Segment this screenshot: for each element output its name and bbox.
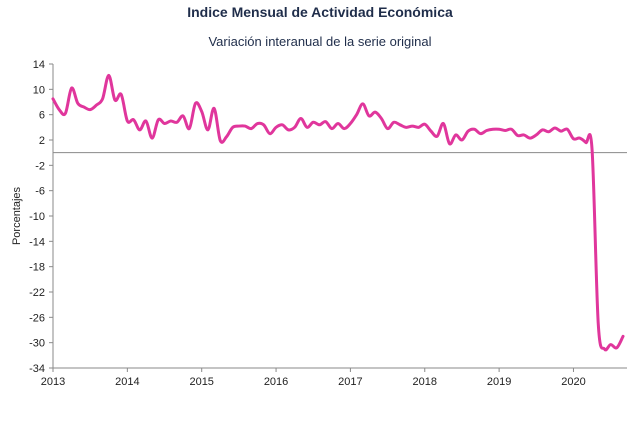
- x-tick-label: 2020: [561, 376, 585, 388]
- x-tick-label: 2013: [41, 376, 65, 388]
- y-tick-label: 2: [39, 135, 45, 147]
- y-tick-label: -34: [29, 363, 45, 375]
- y-tick-label: 14: [33, 59, 45, 71]
- x-tick-labels: 2013 2014 2015 2016 2017 2018 2019 2020: [41, 376, 586, 388]
- chart-axes: [49, 63, 627, 372]
- y-axis-label: Porcentajes: [11, 186, 23, 245]
- chart-title: Indice Mensual de Actividad Económica: [187, 4, 453, 20]
- y-tick-label: 6: [39, 110, 45, 122]
- y-tick-labels: 14 10 6 2 -2 -6 -10 -14 -18 -22 -26 -30 -34: [29, 59, 45, 375]
- series-line: [51, 73, 625, 352]
- y-tick-label: -6: [35, 186, 45, 198]
- y-tick-label: -2: [35, 160, 45, 172]
- chart-subtitle: Variación interanual de la serie origina…: [208, 34, 432, 49]
- x-tick-label: 2014: [115, 376, 139, 388]
- y-tick-label: -10: [29, 211, 45, 223]
- y-tick-label: -22: [29, 287, 45, 299]
- x-tick-label: 2018: [413, 376, 437, 388]
- y-tick-label: -26: [29, 312, 45, 324]
- y-tick-label: 10: [33, 84, 45, 96]
- x-tick-label: 2017: [338, 376, 362, 388]
- x-tick-label: 2016: [264, 376, 288, 388]
- y-tick-label: -18: [29, 262, 45, 274]
- y-tick-label: -30: [29, 338, 45, 350]
- x-tick-label: 2019: [487, 376, 511, 388]
- x-tick-label: 2015: [189, 376, 213, 388]
- y-tick-label: -14: [29, 236, 45, 248]
